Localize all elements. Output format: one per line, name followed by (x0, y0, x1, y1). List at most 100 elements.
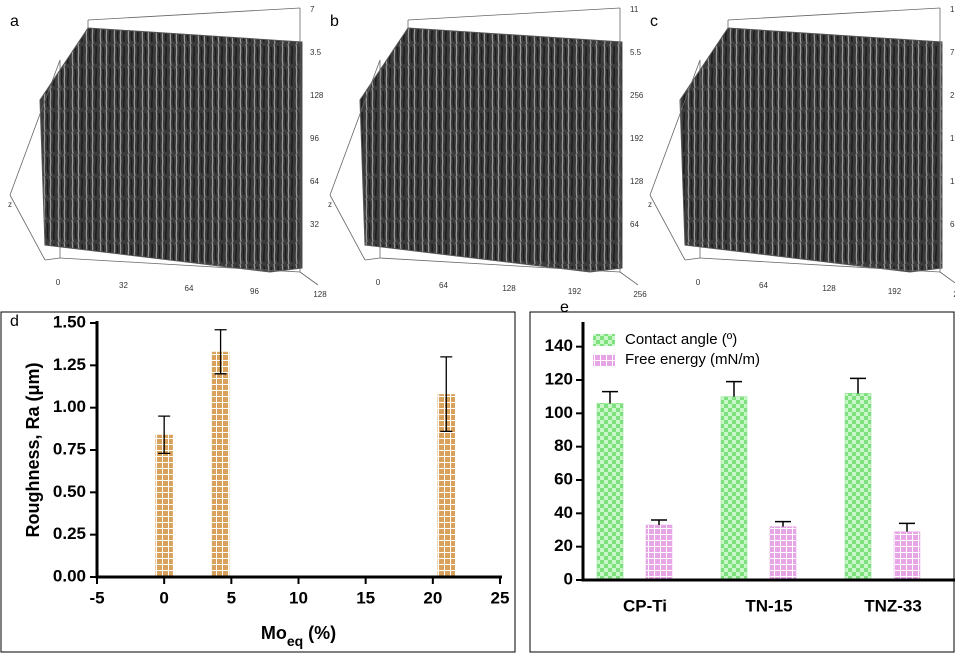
wireframe (939, 271, 955, 284)
surface-tick-label: 128 (630, 177, 644, 186)
panel-label: a (10, 13, 19, 30)
error-bar (651, 519, 667, 525)
wireframe (9, 194, 46, 261)
error-bar (775, 520, 791, 527)
x-tick-label: 25 (491, 588, 510, 607)
error-bar (440, 356, 453, 433)
surface-tick-label: 7 (950, 48, 955, 57)
error-bar (214, 329, 227, 375)
surface-tick-label: 1 (950, 5, 955, 14)
surface (39, 27, 303, 273)
z-axis-label: z (648, 200, 652, 209)
bar (211, 351, 230, 577)
surface-tick-label: 2 (950, 91, 955, 100)
y-tick-label: 0 (564, 569, 573, 588)
surface-tick-label: 96 (250, 287, 259, 296)
x-tick-label: TNZ-33 (864, 596, 922, 615)
surface (359, 27, 623, 273)
surface (679, 27, 943, 273)
z-axis-label: z (8, 200, 12, 209)
surface-tick-label: 96 (310, 134, 319, 143)
error-bar (899, 522, 915, 532)
surface-tick-label: 0 (696, 278, 701, 287)
axes (95, 321, 502, 579)
wireframe (87, 7, 301, 21)
surface-tick-label: 128 (310, 91, 324, 100)
z-axis-label: z (328, 200, 332, 209)
x-tick-label: 20 (423, 588, 442, 607)
surface-tick-label: 128 (313, 290, 327, 299)
surface-tick-label: 19 (950, 134, 955, 143)
surface-tick-label: 64 (759, 281, 768, 290)
surface-tick-label: 192 (888, 287, 902, 296)
wireframe (684, 257, 701, 261)
surface-tick-label: 64 (950, 220, 955, 229)
x-tick-label: -5 (89, 588, 104, 607)
x-tick-label: 5 (227, 588, 236, 607)
x-axis-label-sub: eq (287, 633, 303, 649)
y-axis-label: Roughness, Ra (μm) (23, 362, 43, 537)
y-tick-label: 0.75 (53, 439, 86, 458)
bar (596, 403, 624, 581)
wireframe (329, 59, 381, 196)
surface-tick-label: 64 (185, 284, 194, 293)
surface-tick-label: 0 (56, 278, 61, 287)
surface-tick-label: 128 (822, 284, 836, 293)
x-tick-label: CP-Ti (623, 596, 667, 615)
x-axis-label: Mo (261, 623, 287, 643)
bar (720, 396, 748, 581)
y-tick-label: 1.50 (53, 312, 86, 331)
axes (581, 322, 955, 582)
wireframe (727, 7, 941, 21)
surface-tick-label: 64 (439, 281, 448, 290)
surface-tick-label: 32 (119, 281, 128, 290)
surface-tick-label: 3.5 (310, 48, 322, 57)
y-tick-label: 0.25 (53, 524, 86, 543)
y-tick-label: 100 (545, 403, 573, 422)
surface-tick-label: 256 (953, 290, 955, 299)
bar (645, 524, 673, 581)
surface-tick-label: 7 (310, 5, 315, 14)
panel-frame (529, 311, 955, 653)
surface-tick-label: 12 (950, 177, 955, 186)
y-tick-label: 20 (554, 536, 573, 555)
y-tick-label: 60 (554, 469, 573, 488)
y-tick-label: 120 (545, 369, 573, 388)
y-tick-label: 0.00 (53, 566, 86, 585)
x-tick-label: 10 (289, 588, 308, 607)
y-tick-label: 1.00 (53, 397, 86, 416)
wireframe (379, 257, 621, 273)
bar (155, 434, 173, 577)
surface-tick-label: 192 (630, 134, 644, 143)
error-bar (158, 415, 171, 455)
error-bar (602, 390, 618, 404)
panel-label: c (650, 13, 658, 30)
surface-tick-label: 128 (502, 284, 516, 293)
surface-tick-label: 11 (630, 5, 639, 14)
bar (893, 531, 921, 581)
y-tick-label: 80 (554, 436, 573, 455)
panel-label: b (330, 13, 339, 30)
surface-tick-label: 256 (633, 290, 647, 299)
panel-frame (0, 311, 516, 653)
surface-tick-label: 256 (630, 91, 644, 100)
surface-tick-label: 5.5 (630, 48, 642, 57)
y-tick-label: 140 (545, 336, 573, 355)
legend-swatch (593, 334, 615, 346)
surface-tick-label: 0 (376, 278, 381, 287)
legend-label: Free energy (mN/m) (625, 351, 760, 368)
error-bar (726, 380, 742, 397)
bar (844, 393, 872, 581)
wireframe (329, 194, 366, 261)
x-tick-label: 0 (159, 588, 168, 607)
x-axis-label-suffix: (%) (308, 623, 336, 643)
wireframe (619, 271, 639, 286)
y-tick-label: 0.50 (53, 482, 86, 501)
wireframe (364, 257, 381, 261)
wireframe (299, 271, 319, 286)
surface-tick-label: 64 (310, 177, 319, 186)
bar (437, 394, 455, 577)
legend-label: Contact angle (º) (625, 331, 737, 348)
panel-label: d (10, 313, 19, 330)
